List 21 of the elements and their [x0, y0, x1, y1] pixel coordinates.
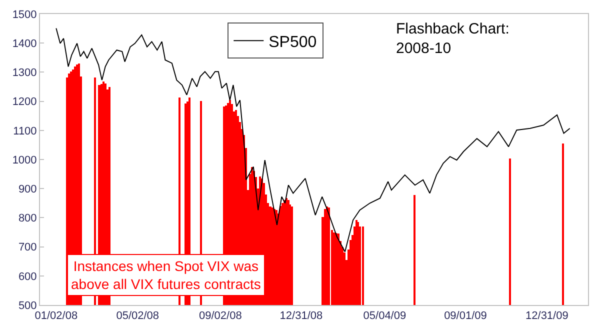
- y-tick-label: 500: [18, 300, 37, 312]
- x-tick-label: 05/04/09: [363, 310, 406, 322]
- x-tick-label: 12/31/09: [526, 310, 568, 322]
- y-tick-label: 1500: [12, 8, 37, 21]
- y-tick-label: 700: [18, 242, 37, 254]
- y-tick-label: 1300: [12, 67, 37, 80]
- y-tick-label: 1400: [12, 38, 37, 50]
- x-tick-label: 05/02/08: [116, 310, 160, 322]
- y-tick-label: 1100: [13, 125, 37, 138]
- x-tick-label: 09/02/08: [199, 310, 242, 322]
- annotation: Instances when Spot VIX was above all VIX futures contracts: [71, 258, 261, 292]
- x-tick-label: 01/02/08: [34, 310, 78, 322]
- y-tick-label: 800: [18, 212, 37, 225]
- x-tick-label: 09/01/09: [444, 310, 487, 322]
- legend-label: SP500: [268, 34, 317, 51]
- y-tick-label: 900: [18, 183, 37, 196]
- y-tick-label: 1000: [12, 154, 37, 166]
- y-tick-label: 600: [18, 270, 37, 283]
- text: Flashback Chart: 2008-10: [396, 20, 510, 57]
- x-tick-label: 12/31/08: [280, 310, 323, 322]
- y-tick-label: 1200: [12, 96, 37, 108]
